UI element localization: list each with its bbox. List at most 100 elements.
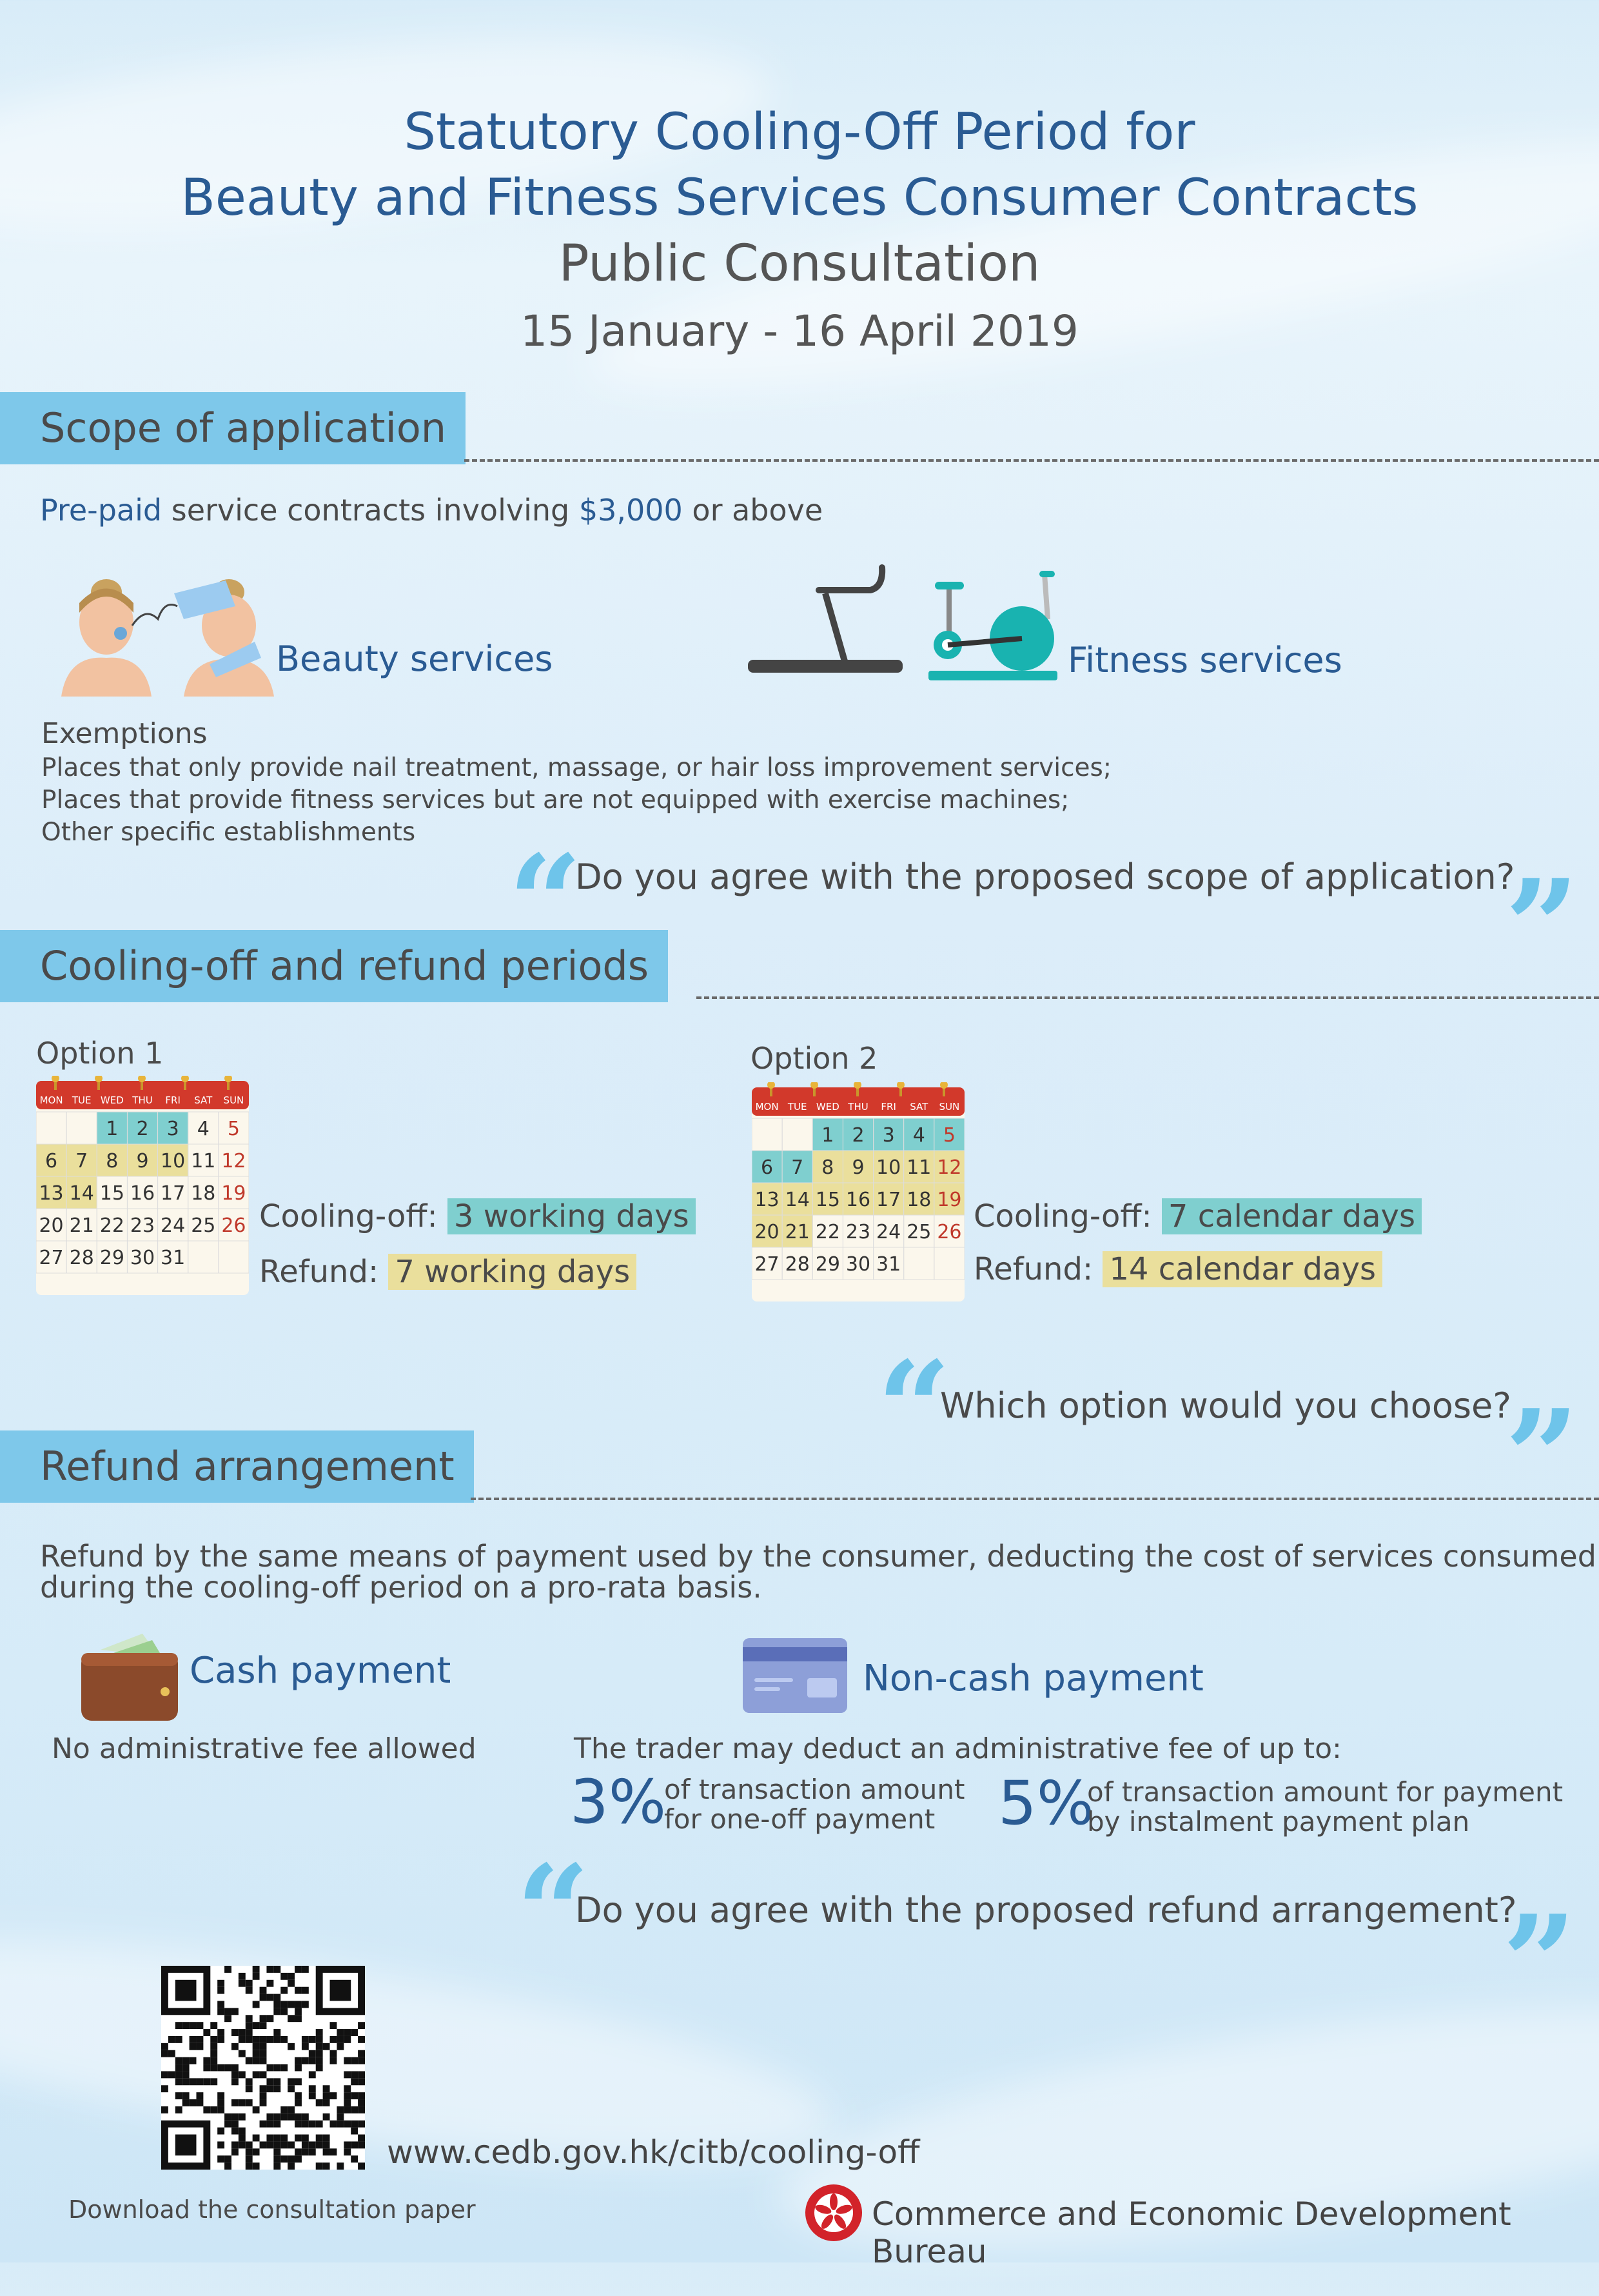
calendar-day-number: 16 (846, 1189, 870, 1211)
calendar-day-number: 17 (876, 1189, 901, 1211)
calendar-day-number: 3 (883, 1124, 895, 1147)
refund-label: Refund: (974, 1251, 1094, 1287)
calendar-day-number: 25 (191, 1214, 215, 1237)
title-line2: Beauty and Fitness Services Consumer Con… (181, 169, 1418, 227)
section-heading-refund: Refund arrangement (0, 1430, 474, 1503)
calendar-day-number: 18 (907, 1189, 931, 1211)
calendar-day-cell (126, 1143, 159, 1177)
calendar-day-cell (36, 1176, 67, 1209)
quote-open-icon: “ (516, 1837, 591, 1988)
section-heading-scope: Scope of application (0, 392, 466, 464)
download-note: Download the consultation paper (68, 2195, 476, 2224)
quote-close-icon: ” (1502, 1887, 1577, 2039)
intro-mid-text: service contracts involving (162, 493, 579, 528)
weekday-label: SUN (224, 1094, 244, 1106)
qr-code[interactable] (161, 1966, 365, 2170)
refund-value: 7 working days (388, 1254, 637, 1290)
section-divider (471, 1498, 1599, 1500)
date-range: 15 January - 16 April 2019 (520, 306, 1079, 356)
calendar-day-number: 11 (907, 1156, 931, 1179)
calendar-day-number: 11 (191, 1150, 215, 1173)
refund-intro-line2: during the cooling-off period on a pro-r… (40, 1570, 762, 1605)
calendar-day-number: 18 (191, 1182, 215, 1205)
calendar-day-number: 29 (100, 1247, 124, 1269)
wallet-icon (81, 1634, 178, 1721)
calendar-day-cell (934, 1182, 965, 1216)
calendar-day-number: 28 (785, 1253, 810, 1276)
cooling-off-label: Cooling-off: (974, 1198, 1152, 1234)
calendar-day-cell (903, 1150, 935, 1183)
calendar-day-cell (873, 1150, 905, 1183)
calendar-day-number: 5 (228, 1118, 240, 1140)
quote-close-icon: ” (1505, 851, 1580, 1003)
calendar-day-number: 24 (161, 1214, 185, 1237)
calendar-day-cell (934, 1150, 965, 1183)
calendar-day-number: 13 (754, 1189, 779, 1211)
calendar-day-number: 27 (39, 1247, 63, 1269)
calendar-day-number: 12 (221, 1150, 246, 1173)
credit-card-icon (743, 1638, 847, 1713)
option2-refund: Refund: 14 calendar days (974, 1251, 1382, 1287)
calendar-day-number: 19 (937, 1189, 961, 1211)
calendar-day-number: 21 (785, 1221, 810, 1243)
calendar-day-number: 14 (70, 1182, 94, 1205)
calendar-day-cell (96, 1143, 128, 1177)
cash-payment-label: Cash payment (190, 1650, 451, 1692)
calendar-day-number: 7 (791, 1156, 803, 1179)
calendar-day-number: 8 (106, 1150, 118, 1173)
weekday-label: SUN (939, 1101, 960, 1113)
treadmill-icon (748, 564, 903, 673)
beauty-services-icon (61, 579, 274, 697)
scope-intro: Pre-paid service contracts involving $3,… (40, 493, 823, 528)
refund-intro-line1: Refund by the same means of payment used… (40, 1539, 1596, 1574)
bureau-name: Commerce and Economic Development Bureau (872, 2195, 1511, 2270)
calendar-day-number: 21 (70, 1214, 94, 1237)
fee-one-off-desc-line2: for one-off payment (664, 1803, 936, 1835)
calendar-day-number: 15 (100, 1182, 124, 1205)
calendar-day-number: 23 (846, 1221, 870, 1243)
calendar-day-number: 26 (937, 1221, 961, 1243)
weekday-label: FRI (165, 1094, 180, 1106)
calendar-day-cell (126, 1111, 159, 1145)
calendar-day-number: 24 (876, 1221, 901, 1243)
calendar-day-cell (781, 1214, 813, 1248)
calendar-day-number: 1 (106, 1118, 118, 1140)
calendar-day-number: 4 (913, 1124, 925, 1147)
website-link[interactable]: www.cedb.gov.hk/citb/cooling-off (387, 2133, 920, 2171)
scope-question: Do you agree with the proposed scope of … (575, 856, 1515, 897)
calendar-day-number: 20 (39, 1214, 63, 1237)
calendar-day-cell (812, 1150, 843, 1183)
calendar-day-number: 26 (221, 1214, 246, 1237)
calendar-day-number: 8 (821, 1156, 834, 1179)
calendar-day-cell (66, 1143, 97, 1177)
section-divider (696, 996, 1599, 999)
calendar-day-number: 10 (161, 1150, 185, 1173)
weekday-label: WED (816, 1101, 839, 1113)
fee-instalment-desc-line1: of transaction amount for payment (1087, 1776, 1564, 1808)
calendar-day-number: 15 (816, 1189, 840, 1211)
option2-cooling-off: Cooling-off: 7 calendar days (974, 1198, 1422, 1234)
section-heading-cooling-off: Cooling-off and refund periods (0, 930, 669, 1002)
calendar-day-number: 2 (136, 1118, 148, 1140)
cooling-off-value: 3 working days (447, 1198, 696, 1234)
exercise-bike-icon (928, 571, 1057, 680)
calendar-day-number: 27 (754, 1253, 779, 1276)
calendar-day-number: 16 (130, 1182, 155, 1205)
calendar-day-number: 17 (161, 1182, 185, 1205)
calendar-day-cell (873, 1118, 905, 1151)
calendar-day-number: 23 (130, 1214, 155, 1237)
cooling-off-label: Cooling-off: (259, 1198, 438, 1234)
calendar-day-number: 19 (221, 1182, 246, 1205)
exemption-item: Places that only provide nail treatment,… (41, 753, 1112, 782)
quote-open-icon: “ (877, 1333, 952, 1485)
refund-label: Refund: (259, 1254, 379, 1290)
calendar-day-number: 29 (816, 1253, 840, 1276)
option-question: Which option would you choose? (940, 1385, 1511, 1426)
option2-label: Option 2 (750, 1041, 878, 1076)
exemption-item: Places that provide fitness services but… (41, 786, 1070, 815)
fee-instalment-desc-line2: by instalment payment plan (1087, 1806, 1470, 1837)
amount-text: $3,000 (578, 493, 683, 528)
calendar-day-number: 22 (816, 1221, 840, 1243)
